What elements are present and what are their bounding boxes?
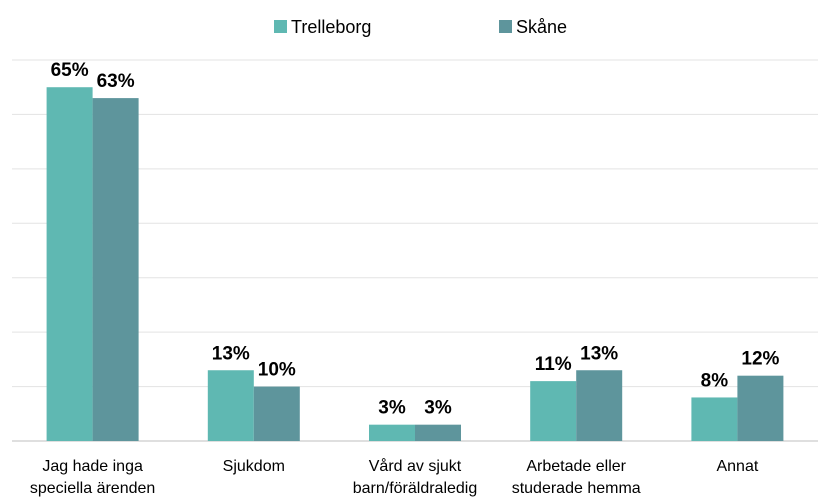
legend-swatch — [274, 20, 287, 33]
bar — [576, 370, 623, 441]
x-tick-label: Sjukdom — [223, 458, 285, 475]
x-tick-label: Arbetade eller studerade hemma — [512, 458, 641, 497]
bar — [737, 375, 784, 441]
bar — [691, 397, 738, 441]
bar — [46, 87, 93, 441]
bar — [530, 381, 577, 441]
data-label: 11% — [535, 354, 572, 375]
x-tick-label: Vård av sjukt barn/föräldraledig — [353, 457, 478, 497]
legend-swatch — [499, 20, 512, 33]
data-label: 8% — [701, 370, 729, 391]
bar — [253, 386, 300, 441]
bar — [369, 424, 415, 441]
data-label: 13% — [580, 343, 618, 364]
x-tick-label: Jag hade inga speciella ärenden — [30, 458, 155, 497]
data-label: 65% — [51, 60, 89, 81]
data-label: 3% — [424, 398, 452, 419]
data-label: 10% — [258, 360, 296, 381]
data-label: 63% — [97, 71, 135, 92]
bar — [207, 370, 254, 441]
data-label: 12% — [741, 349, 779, 370]
data-label: 3% — [378, 398, 406, 419]
bar — [415, 424, 461, 441]
legend-label: Skåne — [516, 17, 567, 37]
data-label: 13% — [212, 343, 250, 364]
x-tick-label: Annat — [716, 458, 758, 475]
bar — [92, 98, 139, 441]
legend-label: Trelleborg — [291, 17, 371, 37]
